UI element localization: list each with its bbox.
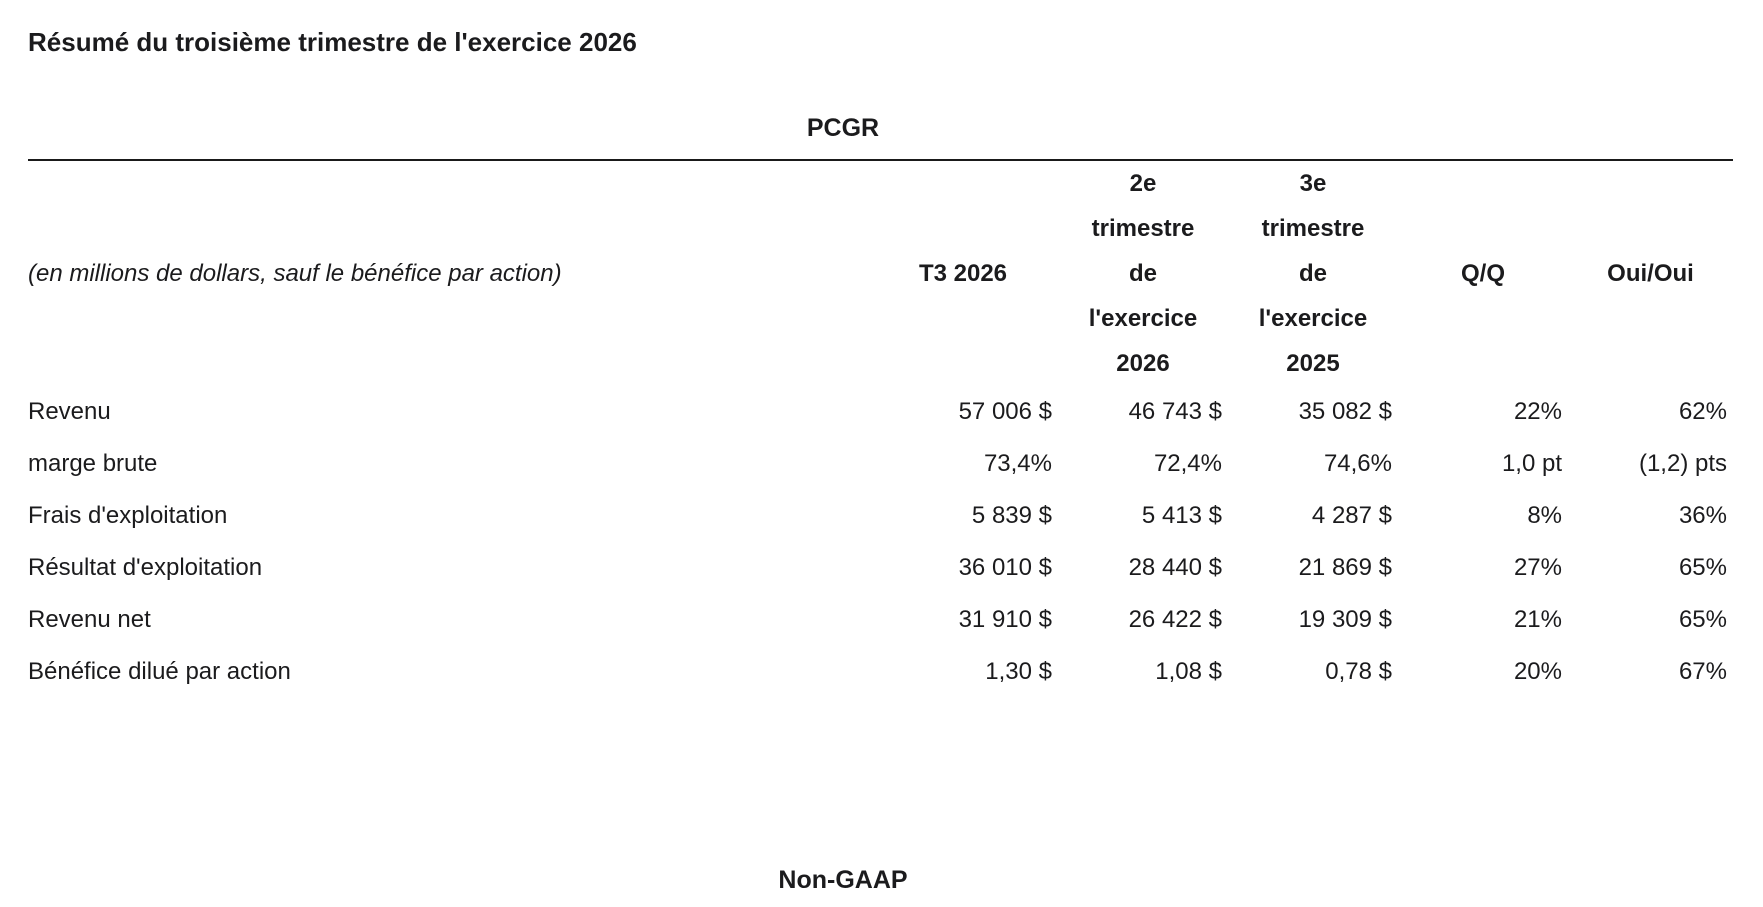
cell-qq: 27%: [1513, 554, 1562, 581]
cell-yy: 65%: [1678, 606, 1727, 633]
row-label: Revenu: [28, 398, 111, 425]
cell-yy: 67%: [1678, 658, 1727, 685]
cell-q2-fy2026: 28 440 $: [1128, 554, 1222, 581]
cell-q3-2026: 57 006 $: [958, 398, 1052, 425]
cell-q3-fy2025: 74,6%: [1323, 450, 1392, 477]
column-header-row: (en millions de dollars, sauf le bénéfic…: [28, 161, 1733, 386]
column-header-qq: Q/Q: [1460, 260, 1505, 287]
cell-q3-2026: 1,30 $: [985, 658, 1052, 685]
unit-note: (en millions de dollars, sauf le bénéfic…: [28, 260, 562, 287]
header-rule: [28, 159, 1733, 161]
cell-q3-fy2025: 35 082 $: [1298, 398, 1392, 425]
table-row-net-income: Revenu net 31 910 $ 26 422 $ 19 309 $ 21…: [28, 594, 1733, 646]
table-row-diluted-eps: Bénéfice dilué par action 1,30 $ 1,08 $ …: [28, 646, 1733, 698]
cell-qq: 22%: [1513, 398, 1562, 425]
table-row-gross-margin: marge brute 73,4% 72,4% 74,6% 1,0 pt (1,…: [28, 438, 1733, 490]
table-row-revenue: Revenu 57 006 $ 46 743 $ 35 082 $ 22% 62…: [28, 386, 1733, 438]
row-label: Résultat d'exploitation: [28, 554, 263, 581]
cell-q2-fy2026: 1,08 $: [1155, 658, 1222, 685]
cell-q2-fy2026: 46 743 $: [1128, 398, 1222, 425]
cell-q2-fy2026: 72,4%: [1153, 450, 1222, 477]
cell-q3-fy2025: 4 287 $: [1311, 502, 1392, 529]
row-label: Bénéfice dilué par action: [28, 658, 291, 685]
cell-yy: 62%: [1678, 398, 1727, 425]
non-gaap-section-label: Non-GAAP: [778, 866, 908, 894]
table-row-operating-expenses: Frais d'exploitation 5 839 $ 5 413 $ 4 2…: [28, 490, 1733, 542]
cell-q3-fy2025: 0,78 $: [1325, 658, 1392, 685]
table-row-operating-income: Résultat d'exploitation 36 010 $ 28 440 …: [28, 542, 1733, 594]
cell-q3-2026: 5 839 $: [971, 502, 1052, 529]
cell-q2-fy2026: 26 422 $: [1128, 606, 1222, 633]
cell-q3-fy2025: 21 869 $: [1298, 554, 1392, 581]
row-label: Frais d'exploitation: [28, 502, 228, 529]
row-label: Revenu net: [28, 606, 151, 633]
cell-yy: (1,2) pts: [1638, 450, 1727, 477]
cell-yy: 65%: [1678, 554, 1727, 581]
cell-qq: 20%: [1513, 658, 1562, 685]
column-header-q3-fy2025: 3e trimestre de l'exercice 2025: [1258, 170, 1368, 377]
cell-q3-2026: 31 910 $: [958, 606, 1052, 633]
column-header-q2-fy2026: 2e trimestre de l'exercice 2026: [1088, 170, 1198, 377]
column-header-q3-2026: T3 2026: [918, 260, 1008, 287]
gaap-summary-table: (en millions de dollars, sauf le bénéfic…: [28, 161, 1733, 698]
cell-q3-2026: 36 010 $: [958, 554, 1052, 581]
column-header-yy: Oui/Oui: [1607, 260, 1694, 287]
gaap-section-label: PCGR: [806, 114, 880, 142]
page-title: Résumé du troisième trimestre de l'exerc…: [28, 27, 637, 57]
row-label: marge brute: [28, 450, 158, 477]
cell-q3-2026: 73,4%: [983, 450, 1052, 477]
cell-qq: 1,0 pt: [1501, 450, 1562, 477]
cell-qq: 21%: [1513, 606, 1562, 633]
cell-yy: 36%: [1678, 502, 1727, 529]
cell-qq: 8%: [1527, 502, 1562, 529]
cell-q2-fy2026: 5 413 $: [1141, 502, 1222, 529]
cell-q3-fy2025: 19 309 $: [1298, 606, 1392, 633]
